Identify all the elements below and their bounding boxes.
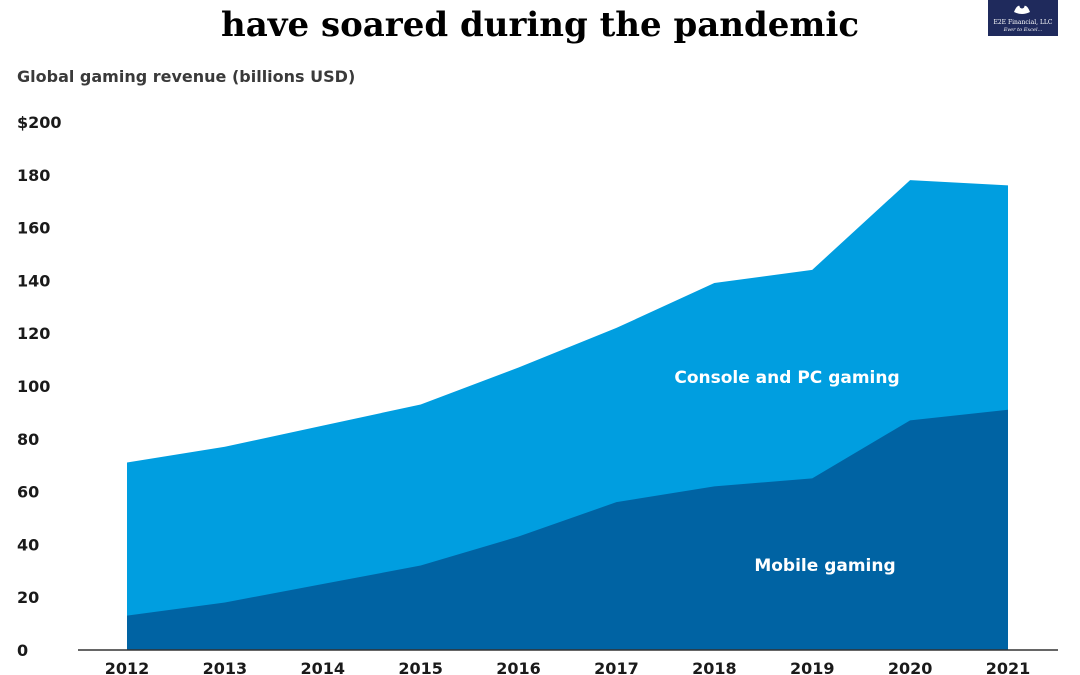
y-tick-label: 60 [17,483,39,502]
x-tick-label: 2021 [986,659,1031,675]
y-tick-label: $200 [17,113,62,132]
y-tick-label: 40 [17,535,39,554]
logo-tagline: Ever to Excel... [1003,27,1043,33]
y-tick-label: 20 [17,588,39,607]
y-tick-label: 100 [17,377,50,396]
y-tick-label: 0 [17,641,28,660]
y-tick-label: 180 [17,166,50,185]
x-tick-label: 2018 [692,659,737,675]
y-axis-label: Global gaming revenue (billions USD) [17,67,356,86]
company-logo: E2E Financial, LLC Ever to Excel... [988,0,1058,36]
x-tick-label: 2012 [105,659,150,675]
x-tick-label: 2019 [790,659,835,675]
x-axis-ticks: 2012 2013 2014 2015 2016 2017 2018 2019 2020 2021 [105,659,1031,675]
x-tick-label: 2016 [496,659,541,675]
area-mobile [127,409,1008,650]
x-tick-label: 2014 [301,659,346,675]
x-tick-label: 2013 [203,659,248,675]
y-tick-label: 160 [17,219,50,238]
y-axis-ticks: 0 20 40 60 80 100 120 140 160 180 $200 [17,113,62,660]
y-tick-label: 120 [17,324,50,343]
chart-title: have soared during the pandemic [220,5,860,45]
y-tick-label: 80 [17,430,39,449]
logo-company-name: E2E Financial, LLC [993,19,1053,26]
series-label-mobile: Mobile gaming [754,556,895,576]
logo-emblem-icon [1014,3,1030,14]
series-label-console-pc: Console and PC gaming [674,368,899,388]
y-tick-label: 140 [17,271,50,290]
x-tick-label: 2017 [594,659,639,675]
x-tick-label: 2020 [888,659,933,675]
x-tick-label: 2015 [398,659,443,675]
